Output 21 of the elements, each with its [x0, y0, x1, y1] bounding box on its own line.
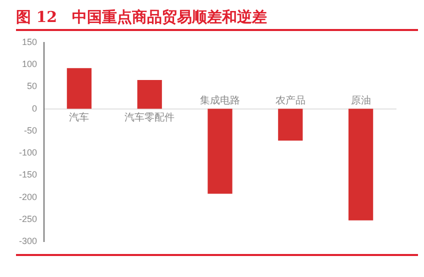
y-tick-label: -300 [19, 236, 38, 246]
y-tick-label: -250 [19, 214, 38, 224]
y-tick-label: 150 [22, 36, 38, 47]
x-tick-label: 原油 [350, 94, 371, 106]
bar [348, 108, 374, 220]
y-tick-label: -100 [19, 148, 38, 158]
x-tick-label: 农产品 [275, 94, 306, 106]
bar [66, 68, 92, 109]
y-tick-label: -150 [19, 170, 38, 180]
y-tick-label: -50 [24, 125, 38, 136]
bar [278, 108, 303, 141]
x-tick-label: 汽车 [69, 111, 90, 124]
bar [137, 80, 162, 109]
y-tick-label: 50 [27, 81, 38, 92]
bar [208, 108, 232, 194]
y-tick-label: 0 [32, 103, 38, 114]
y-tick-label: -200 [19, 192, 38, 202]
chart-title: 图 12 中国重点商品贸易顺差和逆差 [16, 8, 418, 31]
x-tick-label: 汽车零配件 [124, 111, 175, 124]
y-tick-label: 100 [22, 59, 38, 70]
x-tick-label: 集成电路 [200, 94, 240, 106]
